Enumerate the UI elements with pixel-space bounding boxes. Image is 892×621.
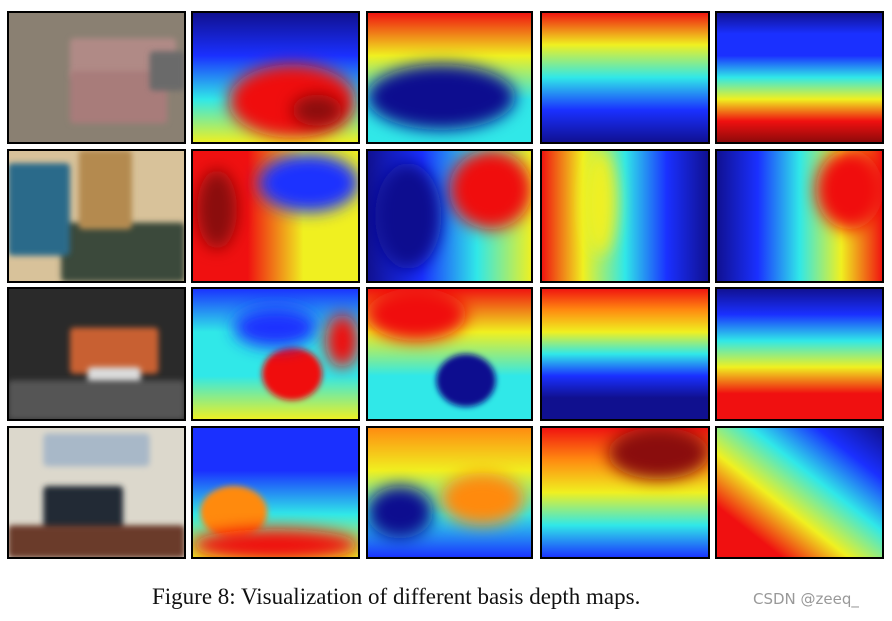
photo-region (69, 70, 168, 124)
depth-region (449, 150, 532, 230)
panel-border (715, 11, 884, 144)
depth-region (292, 94, 343, 126)
depth-region (583, 150, 617, 256)
depth-map (540, 426, 710, 559)
figure-caption: Figure 8: Visualization of different bas… (152, 584, 641, 609)
depth-region (262, 347, 323, 401)
photo (7, 149, 186, 283)
panel-border (540, 426, 710, 559)
depth-map (540, 149, 710, 283)
depth-region (436, 354, 496, 407)
photo-region (69, 38, 177, 78)
depth-region (367, 485, 433, 539)
photo-region (43, 485, 124, 532)
depth-region (375, 163, 442, 269)
panel-border (540, 149, 710, 283)
photo-region (149, 51, 185, 91)
panel-border (715, 149, 884, 283)
photo-region (43, 433, 150, 467)
depth-region (367, 288, 466, 341)
depth-bg (541, 150, 709, 282)
depth-region (192, 529, 359, 558)
depth-region (441, 472, 524, 526)
depth-bg (541, 12, 709, 143)
panel-border (191, 149, 360, 283)
depth-map (540, 11, 710, 144)
depth-region (816, 150, 883, 230)
panel-border (366, 11, 533, 144)
photo (7, 426, 186, 559)
depth-bg (716, 288, 883, 420)
depth-region (608, 427, 709, 480)
panel-border (191, 287, 360, 421)
photo-region (78, 150, 132, 230)
panel-border (191, 426, 360, 559)
photo-region (69, 327, 159, 374)
depth-map (715, 11, 884, 144)
panel-border (7, 287, 186, 421)
panel-border (7, 149, 186, 283)
depth-map (715, 149, 884, 283)
panel-border (715, 426, 884, 559)
depth-bg (716, 12, 883, 143)
depth-map (715, 287, 884, 421)
depth-map (366, 287, 533, 421)
depth-region (325, 314, 359, 368)
photo (7, 11, 186, 144)
panel-border (540, 287, 710, 421)
depth-map (715, 426, 884, 559)
panel-border (366, 149, 533, 283)
figure-grid (7, 11, 884, 559)
depth-map (191, 426, 360, 559)
depth-map (191, 149, 360, 283)
panel-border (7, 11, 186, 144)
depth-bg (541, 288, 709, 420)
panel-border (366, 426, 533, 559)
panel-border (191, 11, 360, 144)
photo-region (8, 525, 185, 558)
depth-region (367, 64, 516, 130)
depth-map (366, 149, 533, 283)
depth-region (197, 169, 238, 249)
watermark: CSDN @zeeq_ (753, 590, 859, 608)
depth-region (233, 307, 318, 348)
depth-region (200, 485, 268, 539)
photo-region (8, 380, 185, 420)
panel-border (715, 287, 884, 421)
panel-border (540, 11, 710, 144)
photo-region (8, 163, 70, 256)
depth-map (366, 426, 533, 559)
depth-region (258, 153, 359, 213)
photo-region (61, 222, 185, 282)
depth-map (366, 11, 533, 144)
panel-border (7, 426, 186, 559)
photo (7, 287, 186, 421)
depth-map (191, 287, 360, 421)
panel-border (366, 287, 533, 421)
depth-map (191, 11, 360, 144)
depth-map (540, 287, 710, 421)
depth-bg (716, 427, 883, 558)
